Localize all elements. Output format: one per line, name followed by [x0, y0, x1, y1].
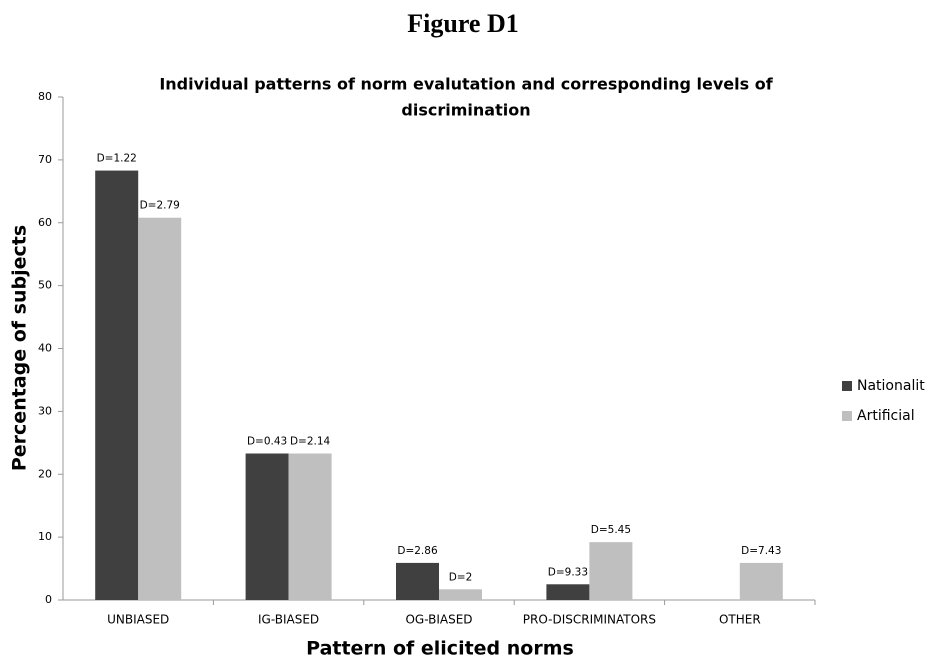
- y-axis-label: Percentage of subjects: [9, 225, 31, 471]
- y-tick-label: 80: [38, 90, 52, 103]
- legend-label: Artificial: [857, 408, 915, 424]
- bar: [138, 217, 182, 600]
- bar: [739, 562, 783, 600]
- chart-title: discrimination: [401, 101, 530, 120]
- x-tick-label: UNBIASED: [107, 613, 169, 627]
- data-label: D=2.14: [290, 436, 331, 448]
- x-tick-label: PRO-DISCRIMINATORS: [523, 613, 656, 627]
- y-tick-label: 40: [38, 342, 52, 355]
- bar: [95, 170, 139, 600]
- bar: [396, 562, 439, 600]
- y-tick-label: 50: [38, 279, 52, 292]
- x-tick-label: OG-BIASED: [405, 613, 472, 627]
- y-tick-label: 60: [38, 216, 52, 229]
- bar: [589, 542, 633, 600]
- data-label: D=2.79: [140, 200, 180, 212]
- legend-swatch: [842, 411, 852, 421]
- chart-title: Individual patterns of norm evalutation …: [159, 75, 773, 94]
- bar: [546, 584, 590, 600]
- x-axis-label: Pattern of elicited norms: [306, 638, 574, 659]
- legend-label: Nationality: [857, 378, 925, 394]
- bar: [288, 453, 332, 600]
- data-label: D=2.86: [397, 545, 438, 557]
- data-label: D=0.43: [247, 436, 287, 448]
- y-tick-label: 10: [38, 530, 52, 543]
- bar: [439, 589, 482, 600]
- figure-label: Figure D1: [407, 9, 518, 38]
- y-tick-label: 30: [38, 404, 52, 417]
- bar: [245, 453, 289, 600]
- data-label: D=2: [449, 571, 473, 583]
- y-tick-label: 20: [38, 467, 52, 480]
- data-label: D=5.45: [591, 524, 631, 536]
- x-tick-label: OTHER: [719, 613, 761, 627]
- y-tick-label: 0: [45, 593, 52, 606]
- data-label: D=7.43: [741, 545, 781, 557]
- y-tick-label: 70: [38, 153, 52, 166]
- data-label: D=9.33: [548, 566, 588, 578]
- x-tick-label: IG-BIASED: [258, 613, 319, 627]
- legend-swatch: [842, 381, 852, 391]
- data-label: D=1.22: [97, 153, 137, 165]
